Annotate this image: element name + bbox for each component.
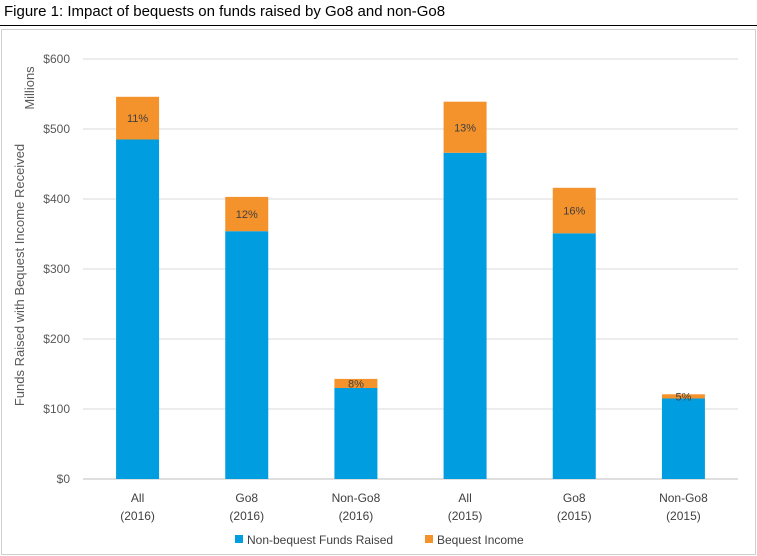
legend-swatch <box>235 535 243 543</box>
x-tick-label: Go8 <box>235 491 258 505</box>
data-label: 13% <box>454 122 476 134</box>
x-tick-label: (2015) <box>448 509 483 523</box>
data-label: 8% <box>348 378 364 390</box>
data-label: 11% <box>127 113 148 125</box>
chart-frame <box>1 29 756 555</box>
x-tick-label: (2016) <box>120 509 155 523</box>
bar-non-bequest <box>116 139 160 479</box>
y-tick-label: $200 <box>43 332 70 346</box>
legend-label: Bequest Income <box>437 533 524 547</box>
x-tick-label: (2016) <box>339 509 374 523</box>
y-tick-label: $600 <box>43 52 70 66</box>
x-tick-label: Non-Go8 <box>659 491 708 505</box>
bar-bequest <box>116 96 160 140</box>
y-tick-label: $300 <box>43 262 70 276</box>
x-tick-label: Go8 <box>563 491 586 505</box>
y-tick-label: $400 <box>43 192 70 206</box>
legend: Non-bequest Funds Raised Bequest Income <box>235 533 524 547</box>
data-label: 16% <box>563 206 585 218</box>
bar-bequest <box>661 394 705 399</box>
x-tick-label: (2015) <box>666 509 701 523</box>
bar-bequest <box>225 196 269 232</box>
bars <box>116 96 705 480</box>
bar-bequest <box>443 101 487 153</box>
data-label: 12% <box>236 209 258 221</box>
y-tick-label: $500 <box>43 122 70 136</box>
data-labels: 11% 12% 8% 13% 16% 5% <box>127 113 692 403</box>
bar-non-bequest <box>225 231 269 479</box>
legend-label: Non-bequest Funds Raised <box>247 533 393 547</box>
x-tick-label: Non-Go8 <box>332 491 381 505</box>
data-label: 5% <box>675 391 691 403</box>
y-axis-title: Funds Raised with Bequest Income Receive… <box>12 144 27 406</box>
bar-non-bequest <box>334 388 378 479</box>
legend-swatch <box>425 535 433 543</box>
bar-bequest <box>334 378 378 388</box>
figure-title: Figure 1: Impact of bequests on funds ra… <box>4 3 446 20</box>
x-tick-label: (2016) <box>229 509 264 523</box>
x-tick-label: (2015) <box>557 509 592 523</box>
gridlines <box>83 58 738 480</box>
x-tick-labels: All (2016) Go8 (2016) Non-Go8 (2016) All (2015)… <box>120 491 708 523</box>
bar-non-bequest <box>661 398 705 479</box>
x-tick-label: All <box>131 491 144 505</box>
bar-non-bequest <box>552 233 596 479</box>
y-tick-label: $0 <box>57 472 71 486</box>
bar-bequest <box>552 187 596 234</box>
y-unit-label: Millions <box>22 66 37 110</box>
title-rule <box>0 25 757 26</box>
y-tick-labels: $0 $100 $200 $300 $400 $500 $600 <box>43 52 70 486</box>
y-tick-label: $100 <box>43 402 70 416</box>
x-tick-label: All <box>458 491 471 505</box>
bar-non-bequest <box>443 152 487 480</box>
